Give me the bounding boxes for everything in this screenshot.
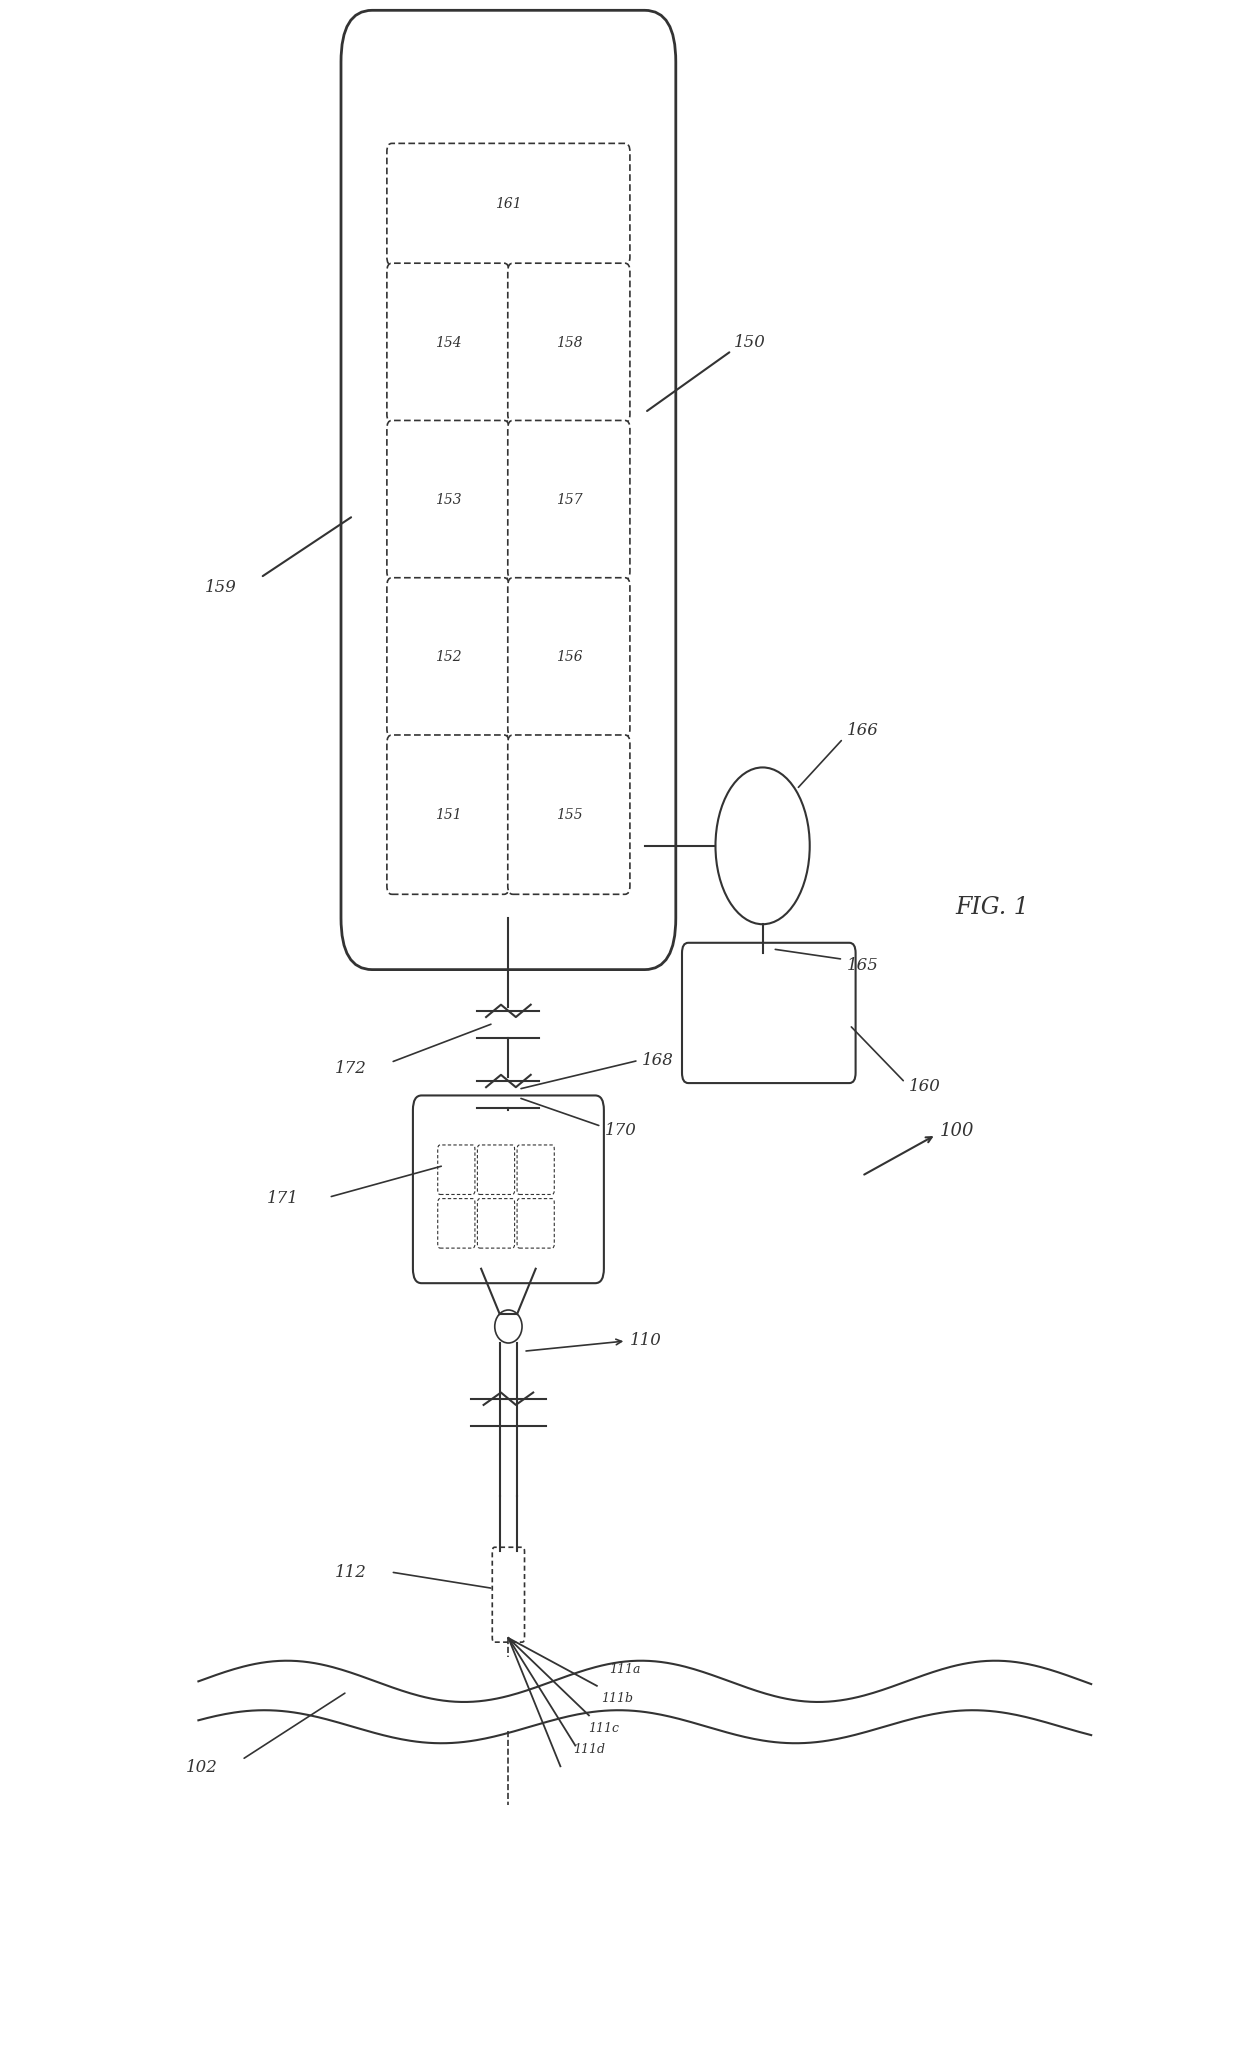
Text: 110: 110 [630,1333,662,1349]
FancyBboxPatch shape [413,1095,604,1283]
FancyBboxPatch shape [508,578,630,736]
Text: 151: 151 [435,807,461,821]
Text: 168: 168 [642,1052,675,1069]
FancyBboxPatch shape [438,1145,475,1194]
FancyBboxPatch shape [477,1199,515,1248]
Ellipse shape [495,1310,522,1343]
Text: 157: 157 [556,493,582,507]
FancyBboxPatch shape [492,1547,525,1642]
Text: 165: 165 [847,957,879,974]
Text: 172: 172 [335,1060,367,1077]
Text: 111b: 111b [601,1692,634,1706]
FancyBboxPatch shape [508,264,630,423]
FancyBboxPatch shape [387,144,630,266]
Text: 158: 158 [556,336,582,351]
Text: 160: 160 [909,1079,941,1095]
Text: 156: 156 [556,650,582,664]
Text: 112: 112 [335,1564,367,1580]
Text: 159: 159 [205,580,237,596]
Text: 166: 166 [847,722,879,739]
Text: 155: 155 [556,807,582,821]
Text: 170: 170 [605,1122,637,1139]
FancyBboxPatch shape [508,734,630,895]
FancyBboxPatch shape [387,264,508,423]
Text: 111a: 111a [609,1663,641,1675]
FancyBboxPatch shape [341,10,676,970]
Text: FIG. 1: FIG. 1 [955,895,1029,920]
Text: 111c: 111c [588,1723,619,1735]
FancyBboxPatch shape [387,578,508,736]
FancyBboxPatch shape [508,421,630,580]
Text: 161: 161 [495,198,522,210]
Text: 171: 171 [267,1190,299,1207]
FancyBboxPatch shape [517,1145,554,1194]
Text: 153: 153 [435,493,461,507]
Text: 111d: 111d [573,1743,605,1756]
Text: 100: 100 [940,1122,975,1139]
FancyBboxPatch shape [387,734,508,895]
Text: 102: 102 [186,1760,218,1776]
FancyBboxPatch shape [517,1199,554,1248]
FancyBboxPatch shape [438,1199,475,1248]
Text: 154: 154 [435,336,461,351]
Text: 152: 152 [435,650,461,664]
Circle shape [715,767,810,924]
Text: 150: 150 [734,334,766,351]
FancyBboxPatch shape [477,1145,515,1194]
FancyBboxPatch shape [387,421,508,580]
FancyBboxPatch shape [682,943,856,1083]
